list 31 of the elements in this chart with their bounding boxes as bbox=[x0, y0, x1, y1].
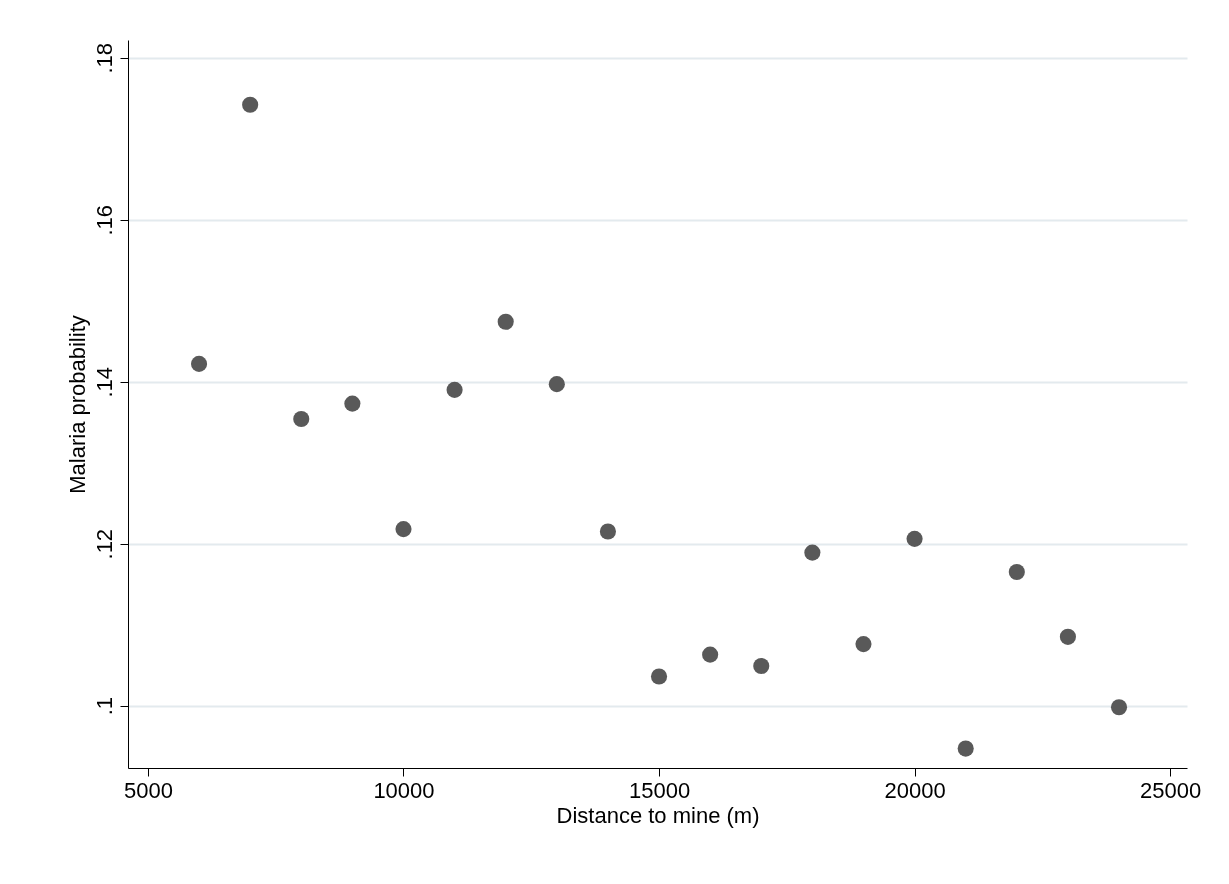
y-tick-label: .14 bbox=[91, 366, 117, 398]
x-tick-label: 15000 bbox=[628, 777, 691, 803]
point bbox=[906, 530, 923, 547]
point bbox=[1008, 563, 1025, 581]
point bbox=[395, 521, 412, 538]
x-tick-label: 20000 bbox=[884, 777, 946, 803]
point bbox=[242, 96, 259, 113]
point bbox=[855, 636, 872, 653]
point bbox=[804, 544, 821, 561]
x-tick-label: 25000 bbox=[1140, 777, 1202, 803]
x-tick-label: 5000 bbox=[123, 777, 173, 803]
point bbox=[702, 646, 719, 663]
y-tick-label: .16 bbox=[91, 204, 117, 236]
point bbox=[293, 410, 310, 428]
y-tick-label: .1 bbox=[91, 696, 117, 716]
point bbox=[753, 657, 770, 675]
point bbox=[1110, 699, 1128, 716]
y-tick-label: .18 bbox=[91, 43, 117, 74]
x-axis-title: Distance to mine (m) bbox=[556, 802, 760, 828]
point bbox=[548, 376, 565, 393]
point bbox=[344, 395, 361, 412]
point bbox=[599, 523, 616, 540]
point bbox=[446, 381, 463, 398]
point bbox=[650, 668, 668, 685]
point bbox=[1059, 628, 1076, 645]
point bbox=[190, 355, 208, 372]
y-axis-title: Malaria probability bbox=[64, 315, 90, 494]
y-tick-label: .12 bbox=[91, 528, 117, 560]
point bbox=[957, 740, 974, 757]
point bbox=[497, 313, 514, 330]
x-tick-label: 10000 bbox=[373, 777, 435, 803]
